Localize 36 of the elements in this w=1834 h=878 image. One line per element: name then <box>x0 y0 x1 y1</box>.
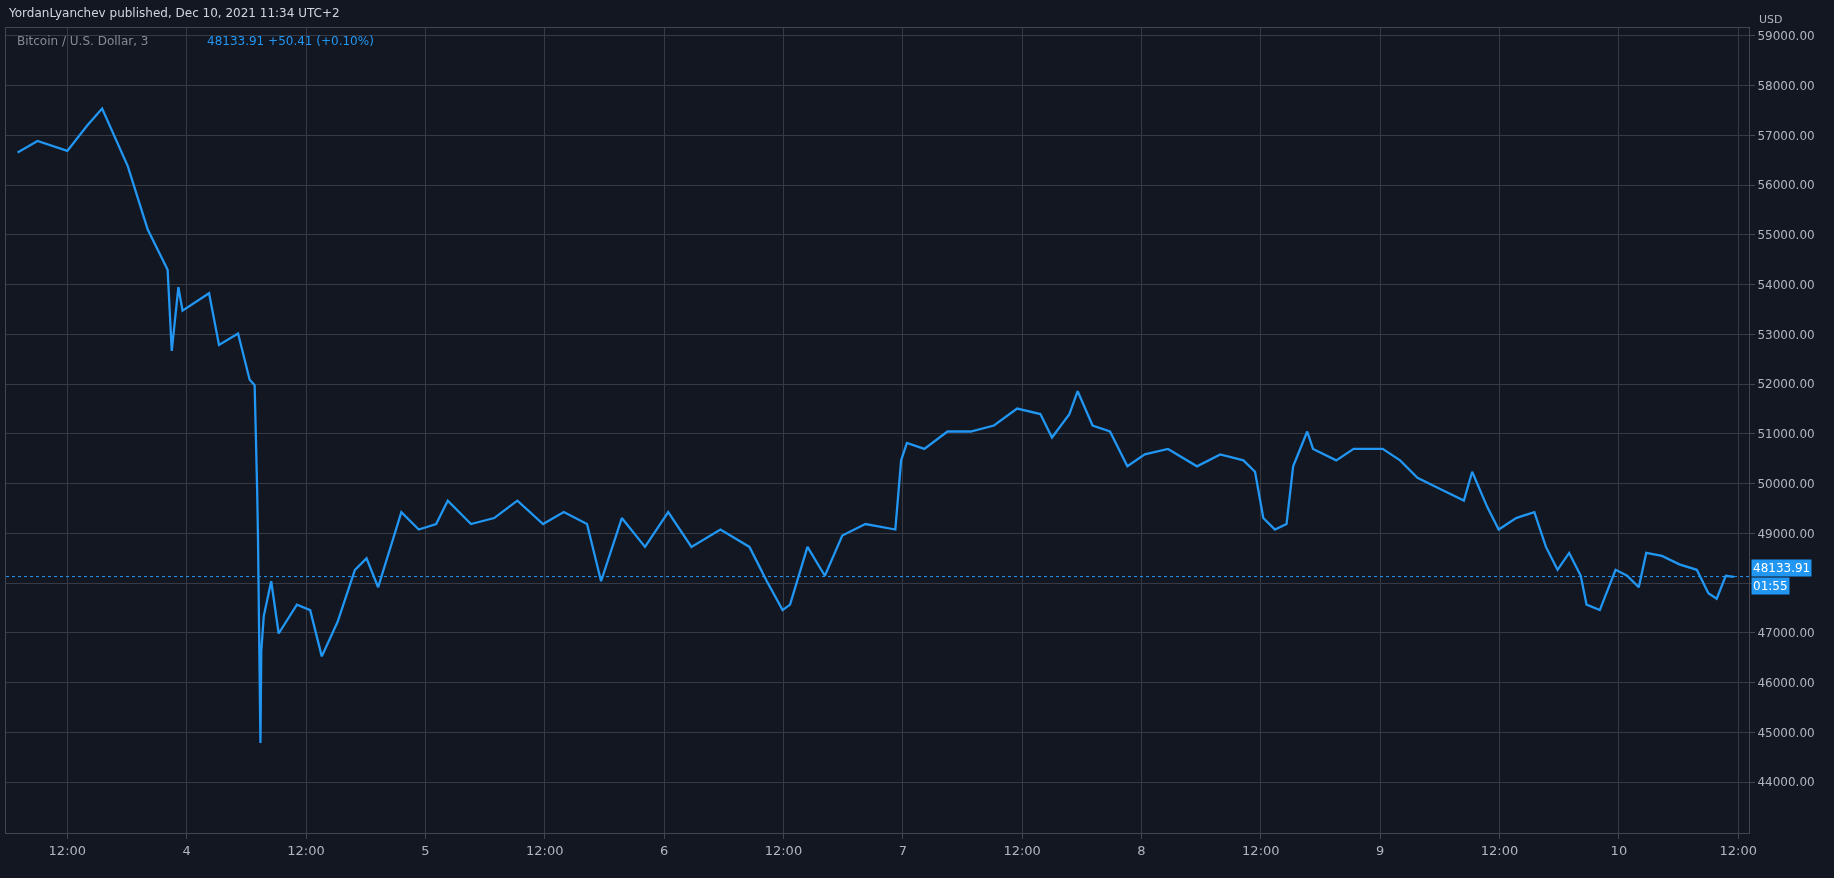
x-tick-label: 5 <box>421 842 430 858</box>
text: YordanLyanchev published, Dec 10, 2021 11:34 UTC+2 <box>8 6 340 20</box>
y-tick-label: 50000.00 <box>1757 476 1815 491</box>
x-tick-label: 6 <box>659 842 669 858</box>
x-tick-label: 12:00 <box>764 842 803 858</box>
ref-line-label: 48133.91 <box>1753 561 1811 575</box>
y-tick-label: 45000.00 <box>1757 725 1815 740</box>
x-tick-label: 12:00 <box>287 842 325 858</box>
y-tick-label: 54000.00 <box>1757 277 1815 292</box>
x-tick-label: 12:00 <box>48 842 87 858</box>
x-tick-label: 7 <box>898 842 907 858</box>
x-tick-label: 4 <box>182 842 191 858</box>
y-tick-label: 52000.00 <box>1757 377 1815 392</box>
y-tick-label: 49000.00 <box>1757 526 1815 541</box>
y-tick-label: 58000.00 <box>1757 78 1815 93</box>
y-tick-label: 56000.00 <box>1757 178 1815 193</box>
x-tick-label: 12:00 <box>1719 842 1757 858</box>
y-tick-label: 47000.00 <box>1757 626 1815 641</box>
y-tick-label: 59000.00 <box>1757 29 1815 44</box>
x-tick-label: 12:00 <box>526 842 564 858</box>
y-tick-label: 53000.00 <box>1757 327 1815 342</box>
x-tick-label: 8 <box>1137 842 1146 858</box>
text: Bitcoin / U.S. Dollar, 3 <box>17 34 149 48</box>
y-tick-label: 46000.00 <box>1757 675 1815 690</box>
y-tick-label: 57000.00 <box>1757 128 1815 143</box>
text: 01:55 <box>1753 579 1788 593</box>
x-tick-label: 12:00 <box>1480 842 1519 858</box>
y-axis-title: USD <box>1759 13 1783 26</box>
x-tick-label: 12:00 <box>1003 842 1041 858</box>
y-tick-label: 44000.00 <box>1757 775 1815 790</box>
y-tick-label: 55000.00 <box>1757 228 1815 243</box>
text: 48133.91 +50.41 (+0.10%) <box>207 34 374 48</box>
y-tick-label: 51000.00 <box>1757 427 1815 442</box>
x-tick-label: 9 <box>1376 842 1385 858</box>
x-tick-label: 12:00 <box>1242 842 1280 858</box>
x-tick-label: 10 <box>1610 842 1628 858</box>
